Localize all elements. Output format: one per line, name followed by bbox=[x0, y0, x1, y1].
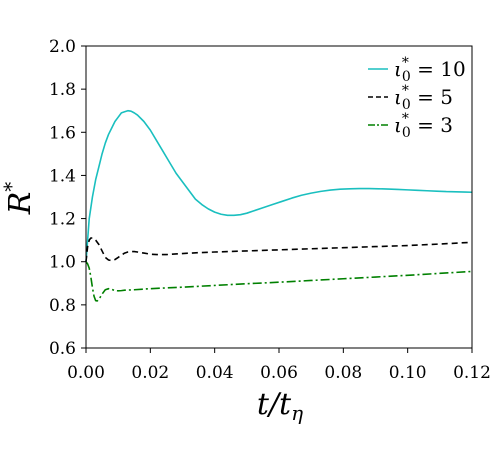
x-tick-label: 0.02 bbox=[131, 363, 169, 383]
x-axis-title-main: t/t bbox=[257, 387, 292, 422]
legend-main-0: ι bbox=[394, 57, 402, 81]
legend: ι* 0 = 10ι* 0 = 5ι* 0 = 3 bbox=[368, 55, 466, 141]
series-line-0 bbox=[85, 109, 473, 262]
x-tick-label: 0.04 bbox=[196, 363, 234, 383]
y-tick-label: 0.6 bbox=[49, 339, 76, 359]
y-tick-label: 2.0 bbox=[49, 37, 76, 57]
x-tick-label: 0.08 bbox=[324, 363, 362, 383]
y-tick-label: 1.6 bbox=[49, 123, 76, 143]
y-tick-label: 1.2 bbox=[49, 210, 76, 230]
legend-main-1: ι bbox=[394, 85, 402, 109]
ticks-layer: 0.00 0.02 0.04 0.06 0.08 0.10 0.12 0.6 0.8 1.0 1.2… bbox=[49, 37, 491, 383]
legend-sup-1: * bbox=[402, 83, 409, 99]
x-tick-label: 0.10 bbox=[389, 363, 427, 383]
x-tick-label: 0.06 bbox=[260, 363, 298, 383]
legend-sup-2: * bbox=[402, 111, 409, 127]
y-tick-label: 1.8 bbox=[49, 80, 76, 100]
x-axis-title: t/tη bbox=[257, 387, 303, 425]
legend-rest-2: = 3 bbox=[411, 113, 453, 137]
legend-sub-2: 0 bbox=[402, 125, 411, 141]
y-axis-title: R* bbox=[0, 182, 38, 216]
legend-sub-1: 0 bbox=[402, 97, 411, 113]
y-axis-title-superscript: * bbox=[0, 182, 23, 192]
y-tick-label: 1.0 bbox=[49, 253, 76, 273]
legend-main-2: ι bbox=[394, 113, 402, 137]
x-tick-label: 0.00 bbox=[67, 363, 105, 383]
series-layer bbox=[85, 109, 473, 302]
series-line-1 bbox=[85, 237, 473, 262]
y-tick-label: 1.4 bbox=[49, 166, 76, 186]
series-line-2 bbox=[85, 261, 473, 302]
legend-sub-0: 0 bbox=[402, 69, 411, 85]
legend-rest-1: = 5 bbox=[411, 85, 453, 109]
y-tick-label: 0.8 bbox=[49, 296, 76, 316]
x-tick-label: 0.12 bbox=[453, 363, 491, 383]
legend-sup-0: * bbox=[402, 55, 409, 71]
x-axis-title-subscript: η bbox=[291, 401, 303, 425]
legend-label-2: ι* 0 = 3 bbox=[394, 111, 453, 141]
legend-rest-0: = 10 bbox=[411, 57, 466, 81]
legend-label-1: ι* 0 = 5 bbox=[394, 83, 453, 113]
legend-label-0: ι* 0 = 10 bbox=[394, 55, 466, 85]
y-axis-title-main: R bbox=[3, 192, 38, 216]
